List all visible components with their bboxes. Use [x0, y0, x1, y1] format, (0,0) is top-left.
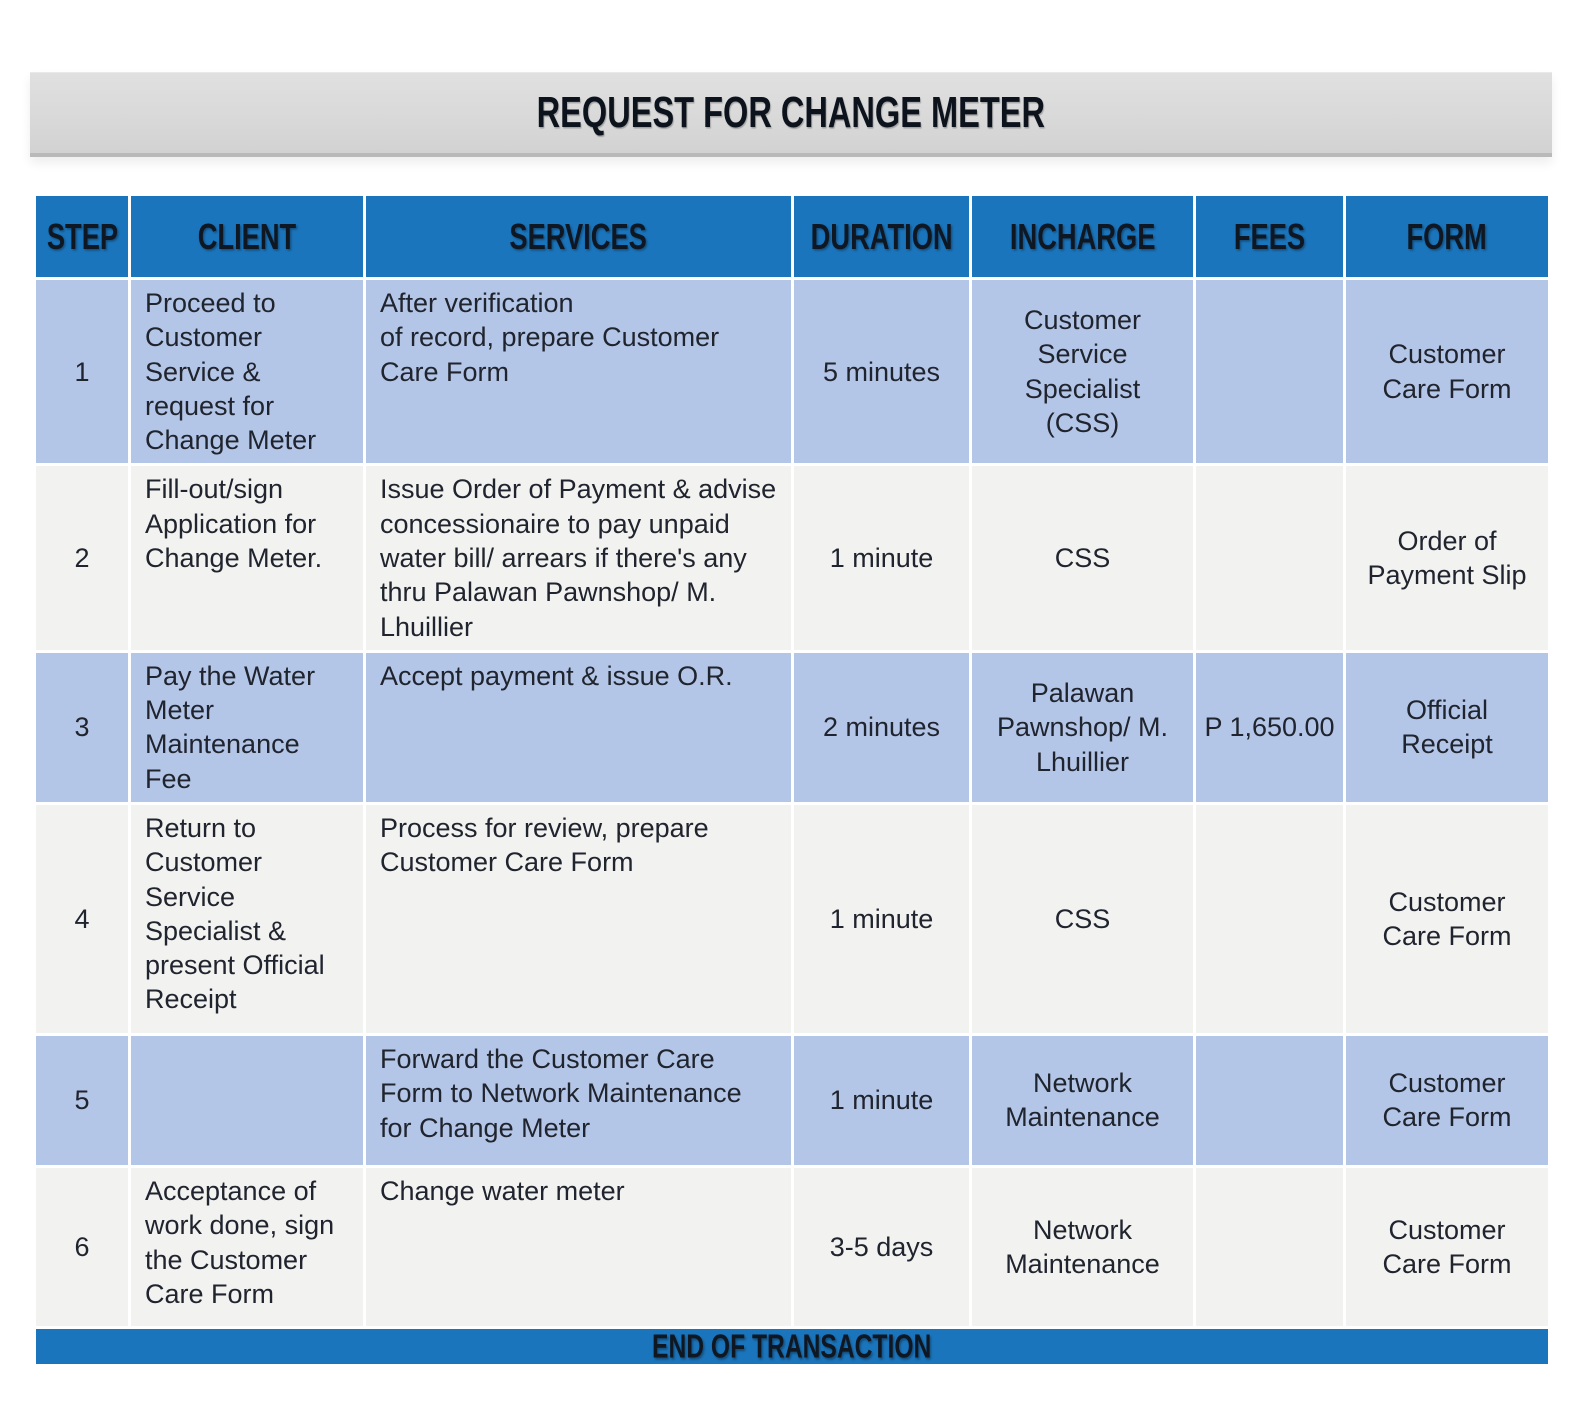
cell-fees — [1193, 1032, 1346, 1168]
cell-services: After verification of record, prepare Cu… — [363, 276, 794, 467]
page-title: REQUEST FOR CHANGE METER — [536, 88, 1046, 137]
table-row-step-5: 5 Forward the Customer Care Form to Netw… — [33, 1032, 1551, 1168]
cell-client — [128, 1032, 366, 1168]
cell-step: 1 — [33, 276, 131, 467]
cell-form: Customer Care Form — [1343, 801, 1551, 1036]
column-header-client: CLIENT — [128, 193, 366, 280]
cell-step: 5 — [33, 1032, 131, 1168]
table-row-step-6: 6 Acceptance of work done, sign the Cust… — [33, 1164, 1551, 1329]
cell-step: 2 — [33, 463, 131, 653]
column-header-step-label: STEP — [46, 215, 118, 257]
table-footer-row: END OF TRANSACTION — [33, 1325, 1551, 1368]
cell-client: Proceed to Customer Service & request fo… — [128, 276, 366, 467]
cell-step: 4 — [33, 801, 131, 1036]
column-header-client-label: CLIENT — [197, 215, 297, 257]
column-header-incharge-label: INCHARGE — [1009, 215, 1156, 257]
cell-services: Accept payment & issue O.R. — [363, 649, 794, 805]
cell-services: Change water meter — [363, 1164, 794, 1329]
title-banner: REQUEST FOR CHANGE METER — [30, 72, 1552, 157]
cell-form: Customer Care Form — [1343, 1032, 1551, 1168]
column-header-form-label: FORM — [1406, 215, 1488, 257]
cell-client: Fill-out/sign Application for Change Met… — [128, 463, 366, 653]
cell-incharge: CSS — [969, 463, 1196, 653]
table-row-step-4: 4 Return to Customer Service Specialist … — [33, 801, 1551, 1036]
table-row-step-3: 3 Pay the Water Meter Maintenance Fee Ac… — [33, 649, 1551, 805]
cell-client: Pay the Water Meter Maintenance Fee — [128, 649, 366, 805]
request-change-meter-table: STEP CLIENT SERVICES DURATION INCHARGE F… — [33, 193, 1551, 1368]
cell-duration: 2 minutes — [791, 649, 972, 805]
cell-fees — [1193, 463, 1346, 653]
cell-services: Process for review, prepare Customer Car… — [363, 801, 794, 1036]
cell-client: Acceptance of work done, sign the Custom… — [128, 1164, 366, 1329]
cell-duration: 5 minutes — [791, 276, 972, 467]
column-header-services-label: SERVICES — [509, 215, 648, 257]
cell-fees — [1193, 1164, 1346, 1329]
end-of-transaction-label: END OF TRANSACTION — [652, 1328, 932, 1365]
table-row-step-2: 2 Fill-out/sign Application for Change M… — [33, 463, 1551, 653]
end-of-transaction-bar: END OF TRANSACTION — [33, 1325, 1551, 1368]
cell-incharge: Customer Service Specialist (CSS) — [969, 276, 1196, 467]
cell-duration: 3-5 days — [791, 1164, 972, 1329]
cell-incharge: CSS — [969, 801, 1196, 1036]
table-header-row: STEP CLIENT SERVICES DURATION INCHARGE F… — [33, 193, 1551, 280]
cell-duration: 1 minute — [791, 801, 972, 1036]
cell-client: Return to Customer Service Specialist & … — [128, 801, 366, 1036]
cell-services: Forward the Customer Care Form to Networ… — [363, 1032, 794, 1168]
cell-fees — [1193, 276, 1346, 467]
cell-step: 6 — [33, 1164, 131, 1329]
column-header-incharge: INCHARGE — [969, 193, 1196, 280]
cell-fees: P 1,650.00 — [1193, 649, 1346, 805]
cell-incharge: Palawan Pawnshop/ M. Lhuillier — [969, 649, 1196, 805]
column-header-step: STEP — [33, 193, 131, 280]
cell-incharge: Network Maintenance — [969, 1032, 1196, 1168]
column-header-services: SERVICES — [363, 193, 794, 280]
cell-form: Order of Payment Slip — [1343, 463, 1551, 653]
cell-duration: 1 minute — [791, 463, 972, 653]
column-header-duration: DURATION — [791, 193, 972, 280]
cell-step: 3 — [33, 649, 131, 805]
column-header-fees-label: FEES — [1233, 215, 1306, 257]
column-header-duration-label: DURATION — [810, 215, 953, 257]
cell-fees — [1193, 801, 1346, 1036]
cell-services: Issue Order of Payment & advise concessi… — [363, 463, 794, 653]
cell-form: Customer Care Form — [1343, 1164, 1551, 1329]
table-row-step-1: 1 Proceed to Customer Service & request … — [33, 276, 1551, 467]
column-header-fees: FEES — [1193, 193, 1346, 280]
cell-duration: 1 minute — [791, 1032, 972, 1168]
column-header-form: FORM — [1343, 193, 1551, 280]
cell-form: Official Receipt — [1343, 649, 1551, 805]
cell-form: Customer Care Form — [1343, 276, 1551, 467]
cell-incharge: Network Maintenance — [969, 1164, 1196, 1329]
